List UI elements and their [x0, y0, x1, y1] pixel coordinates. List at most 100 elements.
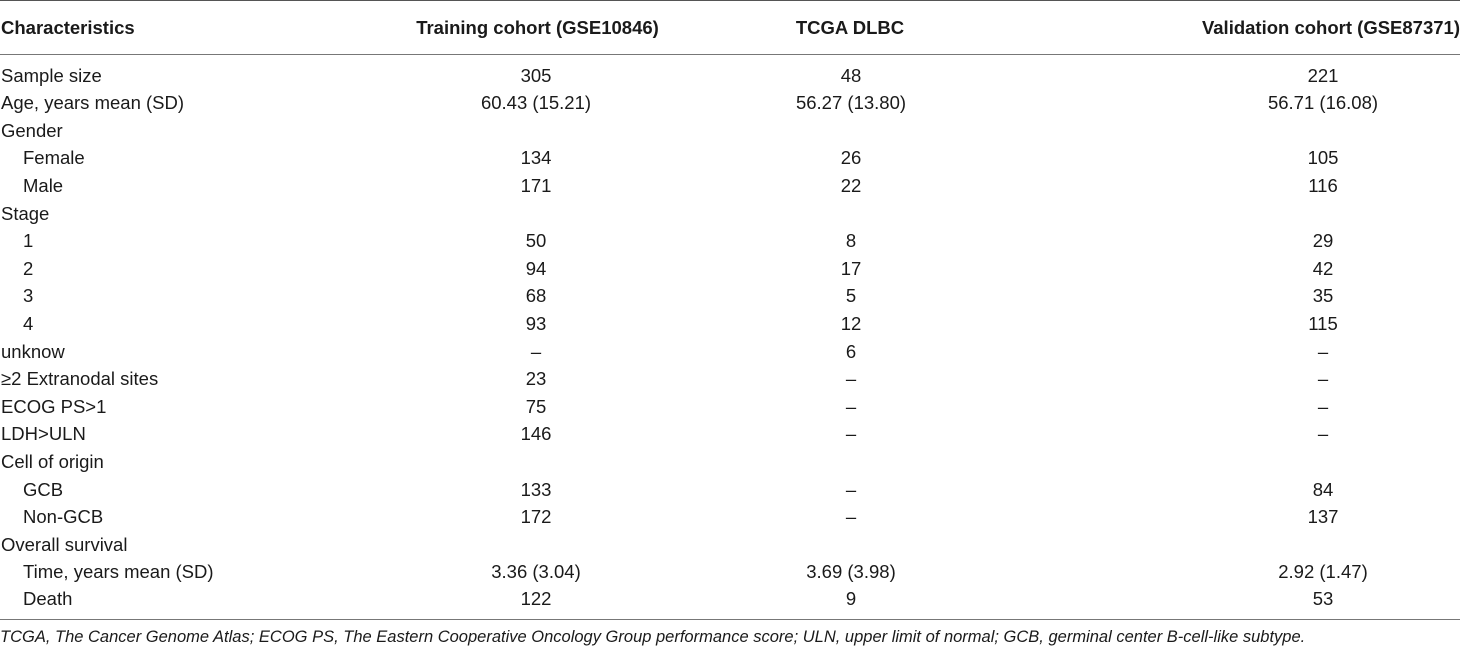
validation-cohort-value: 42: [1312, 257, 1334, 279]
tcga-dlbc-value-cell: –: [700, 421, 990, 449]
row-label: Gender: [1, 119, 63, 141]
table-row: Male 171 22 116: [0, 172, 1460, 200]
table-header-row: Characteristics Training cohort (GSE1084…: [0, 0, 1460, 55]
table-row: Gender: [0, 117, 1460, 145]
training-cohort-value: 172: [520, 506, 552, 528]
tcga-dlbc-value-cell: 12: [700, 310, 990, 338]
training-cohort-value: 23: [525, 368, 547, 390]
row-label: Female: [23, 147, 85, 169]
table-row: 3 68 5 35: [0, 283, 1460, 311]
training-cohort-value: 93: [525, 313, 547, 335]
validation-cohort-value-cell: [990, 448, 1460, 476]
training-cohort-value: 133: [520, 478, 552, 500]
tcga-dlbc-value-cell: 26: [700, 145, 990, 173]
row-label: 2: [23, 257, 34, 279]
training-cohort-value: 122: [520, 588, 552, 610]
training-cohort-value-cell: 50: [290, 227, 700, 255]
tcga-dlbc-value: –: [845, 368, 857, 390]
row-label: Cell of origin: [1, 451, 104, 473]
table-row: Stage: [0, 200, 1460, 228]
validation-cohort-value-cell: 53: [990, 586, 1460, 620]
validation-cohort-value: 115: [1308, 313, 1338, 335]
table-row: Female 134 26 105: [0, 145, 1460, 173]
training-cohort-value-cell: 68: [290, 283, 700, 311]
validation-cohort-value-cell: –: [990, 421, 1460, 449]
training-cohort-value: 50: [525, 230, 547, 252]
validation-cohort-value-cell: 221: [990, 55, 1460, 90]
tcga-dlbc-value-cell: [700, 200, 990, 228]
tcga-dlbc-value: 17: [840, 257, 862, 279]
table-row: 4 93 12 115: [0, 310, 1460, 338]
training-cohort-value: 94: [525, 257, 547, 279]
training-cohort-value-cell: 133: [290, 476, 700, 504]
table-body: Sample size 305 48 221 Age, years mean (SD) 6…: [0, 55, 1460, 620]
training-cohort-value-cell: [290, 531, 700, 559]
tcga-dlbc-value: 12: [840, 313, 862, 335]
row-label: GCB: [23, 478, 64, 500]
table-row: ≥2 Extranodal sites 23 – –: [0, 365, 1460, 393]
row-label: 3: [23, 285, 34, 307]
validation-cohort-value: 221: [1307, 65, 1339, 87]
validation-cohort-value: 105: [1307, 147, 1339, 169]
training-cohort-value: 68: [525, 285, 547, 307]
training-cohort-value-cell: [290, 448, 700, 476]
training-cohort-value-cell: 60.43 (15.21): [290, 90, 700, 118]
table-row: Non-GCB 172 – 137: [0, 503, 1460, 531]
row-label: 4: [23, 313, 34, 335]
table-row: LDH>ULN 146 – –: [0, 421, 1460, 449]
training-cohort-value-cell: –: [290, 338, 700, 366]
validation-cohort-value-cell: 137: [990, 503, 1460, 531]
table-row: unknow – 6 –: [0, 338, 1460, 366]
tcga-dlbc-value-cell: 5: [700, 283, 990, 311]
row-label: Non-GCB: [23, 506, 104, 528]
row-label: Overall survival: [1, 533, 128, 555]
row-label: Male: [23, 175, 64, 197]
tcga-dlbc-value: 48: [840, 65, 862, 87]
validation-cohort-value: 137: [1307, 506, 1339, 528]
header-tcga-dlbc: TCGA DLBC: [700, 0, 990, 55]
training-cohort-value-cell: 3.36 (3.04): [290, 559, 700, 587]
tcga-dlbc-value: 6: [845, 340, 857, 362]
characteristics-table-container: Characteristics Training cohort (GSE1084…: [0, 0, 1460, 620]
tcga-dlbc-value: –: [845, 478, 857, 500]
row-label: Stage: [1, 202, 50, 224]
tcga-dlbc-value: 26: [840, 147, 862, 169]
tcga-dlbc-value: –: [845, 395, 857, 417]
validation-cohort-value-cell: 35: [990, 283, 1460, 311]
tcga-dlbc-value-cell: –: [700, 365, 990, 393]
training-cohort-value: –: [530, 340, 542, 362]
tcga-dlbc-value-cell: [700, 531, 990, 559]
tcga-dlbc-value-cell: –: [700, 476, 990, 504]
tcga-dlbc-value: 5: [845, 285, 857, 307]
tcga-dlbc-value-cell: –: [700, 393, 990, 421]
validation-cohort-value: 53: [1312, 588, 1334, 610]
validation-cohort-value-cell: 29: [990, 227, 1460, 255]
validation-cohort-value: –: [1317, 368, 1329, 390]
tcga-dlbc-value-cell: 56.27 (13.80): [700, 90, 990, 118]
tcga-dlbc-value: 22: [840, 175, 862, 197]
row-label: Sample size: [1, 65, 102, 87]
validation-cohort-value: 2.92 (1.47): [1278, 561, 1368, 583]
table-row: Cell of origin: [0, 448, 1460, 476]
training-cohort-value-cell: [290, 200, 700, 228]
validation-cohort-value-cell: 115: [990, 310, 1460, 338]
training-cohort-value-cell: 172: [290, 503, 700, 531]
validation-cohort-value-cell: 42: [990, 255, 1460, 283]
validation-cohort-value: 29: [1312, 230, 1334, 252]
table-row: Sample size 305 48 221: [0, 55, 1460, 90]
validation-cohort-value-cell: [990, 531, 1460, 559]
validation-cohort-value-cell: –: [990, 393, 1460, 421]
training-cohort-value-cell: 171: [290, 172, 700, 200]
table-row: Death 122 9 53: [0, 586, 1460, 620]
training-cohort-value-cell: 23: [290, 365, 700, 393]
training-cohort-value: 305: [520, 65, 552, 87]
validation-cohort-value-cell: 56.71 (16.08): [990, 90, 1460, 118]
tcga-dlbc-value: 9: [845, 588, 857, 610]
row-label: 1: [23, 230, 34, 252]
header-training-cohort: Training cohort (GSE10846): [290, 0, 700, 55]
validation-cohort-value: 35: [1312, 285, 1334, 307]
row-label: Death: [0, 586, 290, 620]
validation-cohort-value-cell: 116: [990, 172, 1460, 200]
tcga-dlbc-value-cell: 22: [700, 172, 990, 200]
training-cohort-value-cell: 94: [290, 255, 700, 283]
